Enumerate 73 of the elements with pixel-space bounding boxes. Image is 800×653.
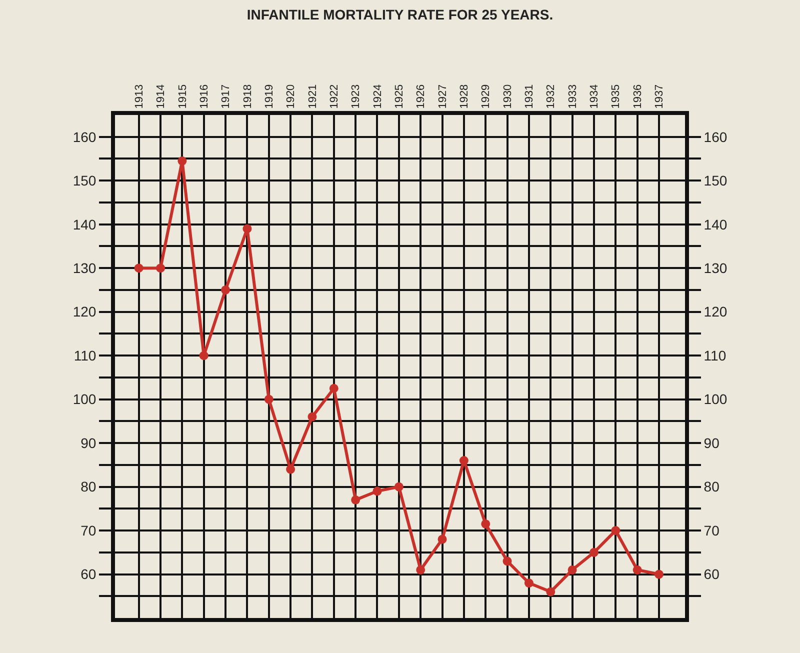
x-tick-label: 1917 bbox=[220, 84, 232, 109]
point bbox=[242, 224, 252, 234]
point bbox=[481, 519, 490, 528]
y-tick-label: 140 bbox=[72, 216, 96, 232]
y2-tick-label: 100 bbox=[704, 391, 728, 408]
x-tick-label: 1933 bbox=[566, 84, 579, 109]
x-tick-label: 1929 bbox=[480, 84, 492, 109]
point bbox=[438, 534, 447, 544]
point bbox=[178, 156, 187, 166]
x-tick-label: 1913 bbox=[133, 84, 146, 109]
point bbox=[459, 456, 468, 466]
y2-tick-label: 80 bbox=[704, 478, 720, 495]
point bbox=[351, 495, 360, 504]
x-tick-label: 1919 bbox=[263, 84, 276, 109]
x-tick-label: 1925 bbox=[393, 84, 406, 109]
point bbox=[546, 587, 556, 596]
y2-tick-label: 160 bbox=[704, 128, 728, 145]
y-tick-label: 160 bbox=[72, 128, 96, 145]
x-tick-label: 1924 bbox=[372, 84, 384, 109]
point bbox=[524, 578, 534, 588]
y2-tick-label: 130 bbox=[704, 260, 728, 276]
y-tick-label: 150 bbox=[72, 172, 96, 189]
x-tick-label: 1923 bbox=[350, 84, 362, 109]
chart-title: INFANTILE MORTALITY RATE FOR 25 YEARS. bbox=[246, 6, 554, 23]
point bbox=[632, 565, 642, 574]
point bbox=[264, 394, 274, 404]
point bbox=[308, 412, 317, 422]
x-tick-label: 1928 bbox=[458, 84, 471, 109]
point bbox=[199, 351, 208, 360]
x-tick-label: 1921 bbox=[306, 84, 319, 109]
x-tick-label: 1927 bbox=[436, 84, 449, 109]
y2-tick-label: 60 bbox=[704, 566, 720, 582]
y-tick-label: 130 bbox=[72, 260, 96, 276]
y2-tick-label: 90 bbox=[704, 434, 720, 451]
y-tick-label: 120 bbox=[72, 304, 96, 320]
x-tick-label: 1915 bbox=[176, 84, 189, 109]
x-tick-label: 1936 bbox=[632, 84, 644, 109]
point bbox=[502, 556, 512, 566]
x-tick-label: 1934 bbox=[588, 84, 601, 109]
point bbox=[329, 384, 338, 393]
point bbox=[589, 548, 598, 557]
point bbox=[286, 464, 296, 474]
point bbox=[156, 264, 166, 273]
x-tick-label: 1932 bbox=[545, 84, 558, 109]
x-tick-label: 1926 bbox=[415, 84, 428, 109]
x-tick-label: 1916 bbox=[198, 84, 210, 109]
point bbox=[568, 565, 577, 574]
y-tick-label: 90 bbox=[80, 434, 96, 451]
x-tick-label: 1935 bbox=[610, 84, 622, 109]
point bbox=[372, 486, 382, 496]
y-tick-label: 70 bbox=[80, 522, 96, 538]
y2-tick-label: 70 bbox=[704, 522, 720, 538]
point bbox=[654, 570, 664, 579]
point bbox=[611, 526, 620, 536]
y2-tick-label: 140 bbox=[704, 216, 728, 232]
y-tick-label: 80 bbox=[80, 478, 96, 495]
x-tick-label: 1914 bbox=[155, 84, 168, 109]
y2-tick-label: 120 bbox=[704, 304, 728, 320]
point bbox=[394, 482, 404, 492]
y-tick-label: 60 bbox=[80, 566, 96, 582]
x-tick-label: 1937 bbox=[654, 84, 666, 109]
y2-tick-label: 150 bbox=[704, 172, 728, 189]
point bbox=[221, 285, 230, 294]
x-tick-label: 1918 bbox=[242, 84, 254, 109]
y-tick-label: 100 bbox=[72, 391, 96, 408]
point bbox=[134, 264, 144, 273]
x-tick-label: 1922 bbox=[328, 84, 340, 109]
x-tick-label: 1930 bbox=[502, 84, 514, 109]
x-tick-label: 1920 bbox=[285, 84, 298, 109]
y-tick-label: 110 bbox=[74, 347, 96, 364]
y2-tick-label: 110 bbox=[704, 347, 726, 364]
x-tick-label: 1931 bbox=[524, 84, 536, 109]
point bbox=[416, 565, 426, 574]
